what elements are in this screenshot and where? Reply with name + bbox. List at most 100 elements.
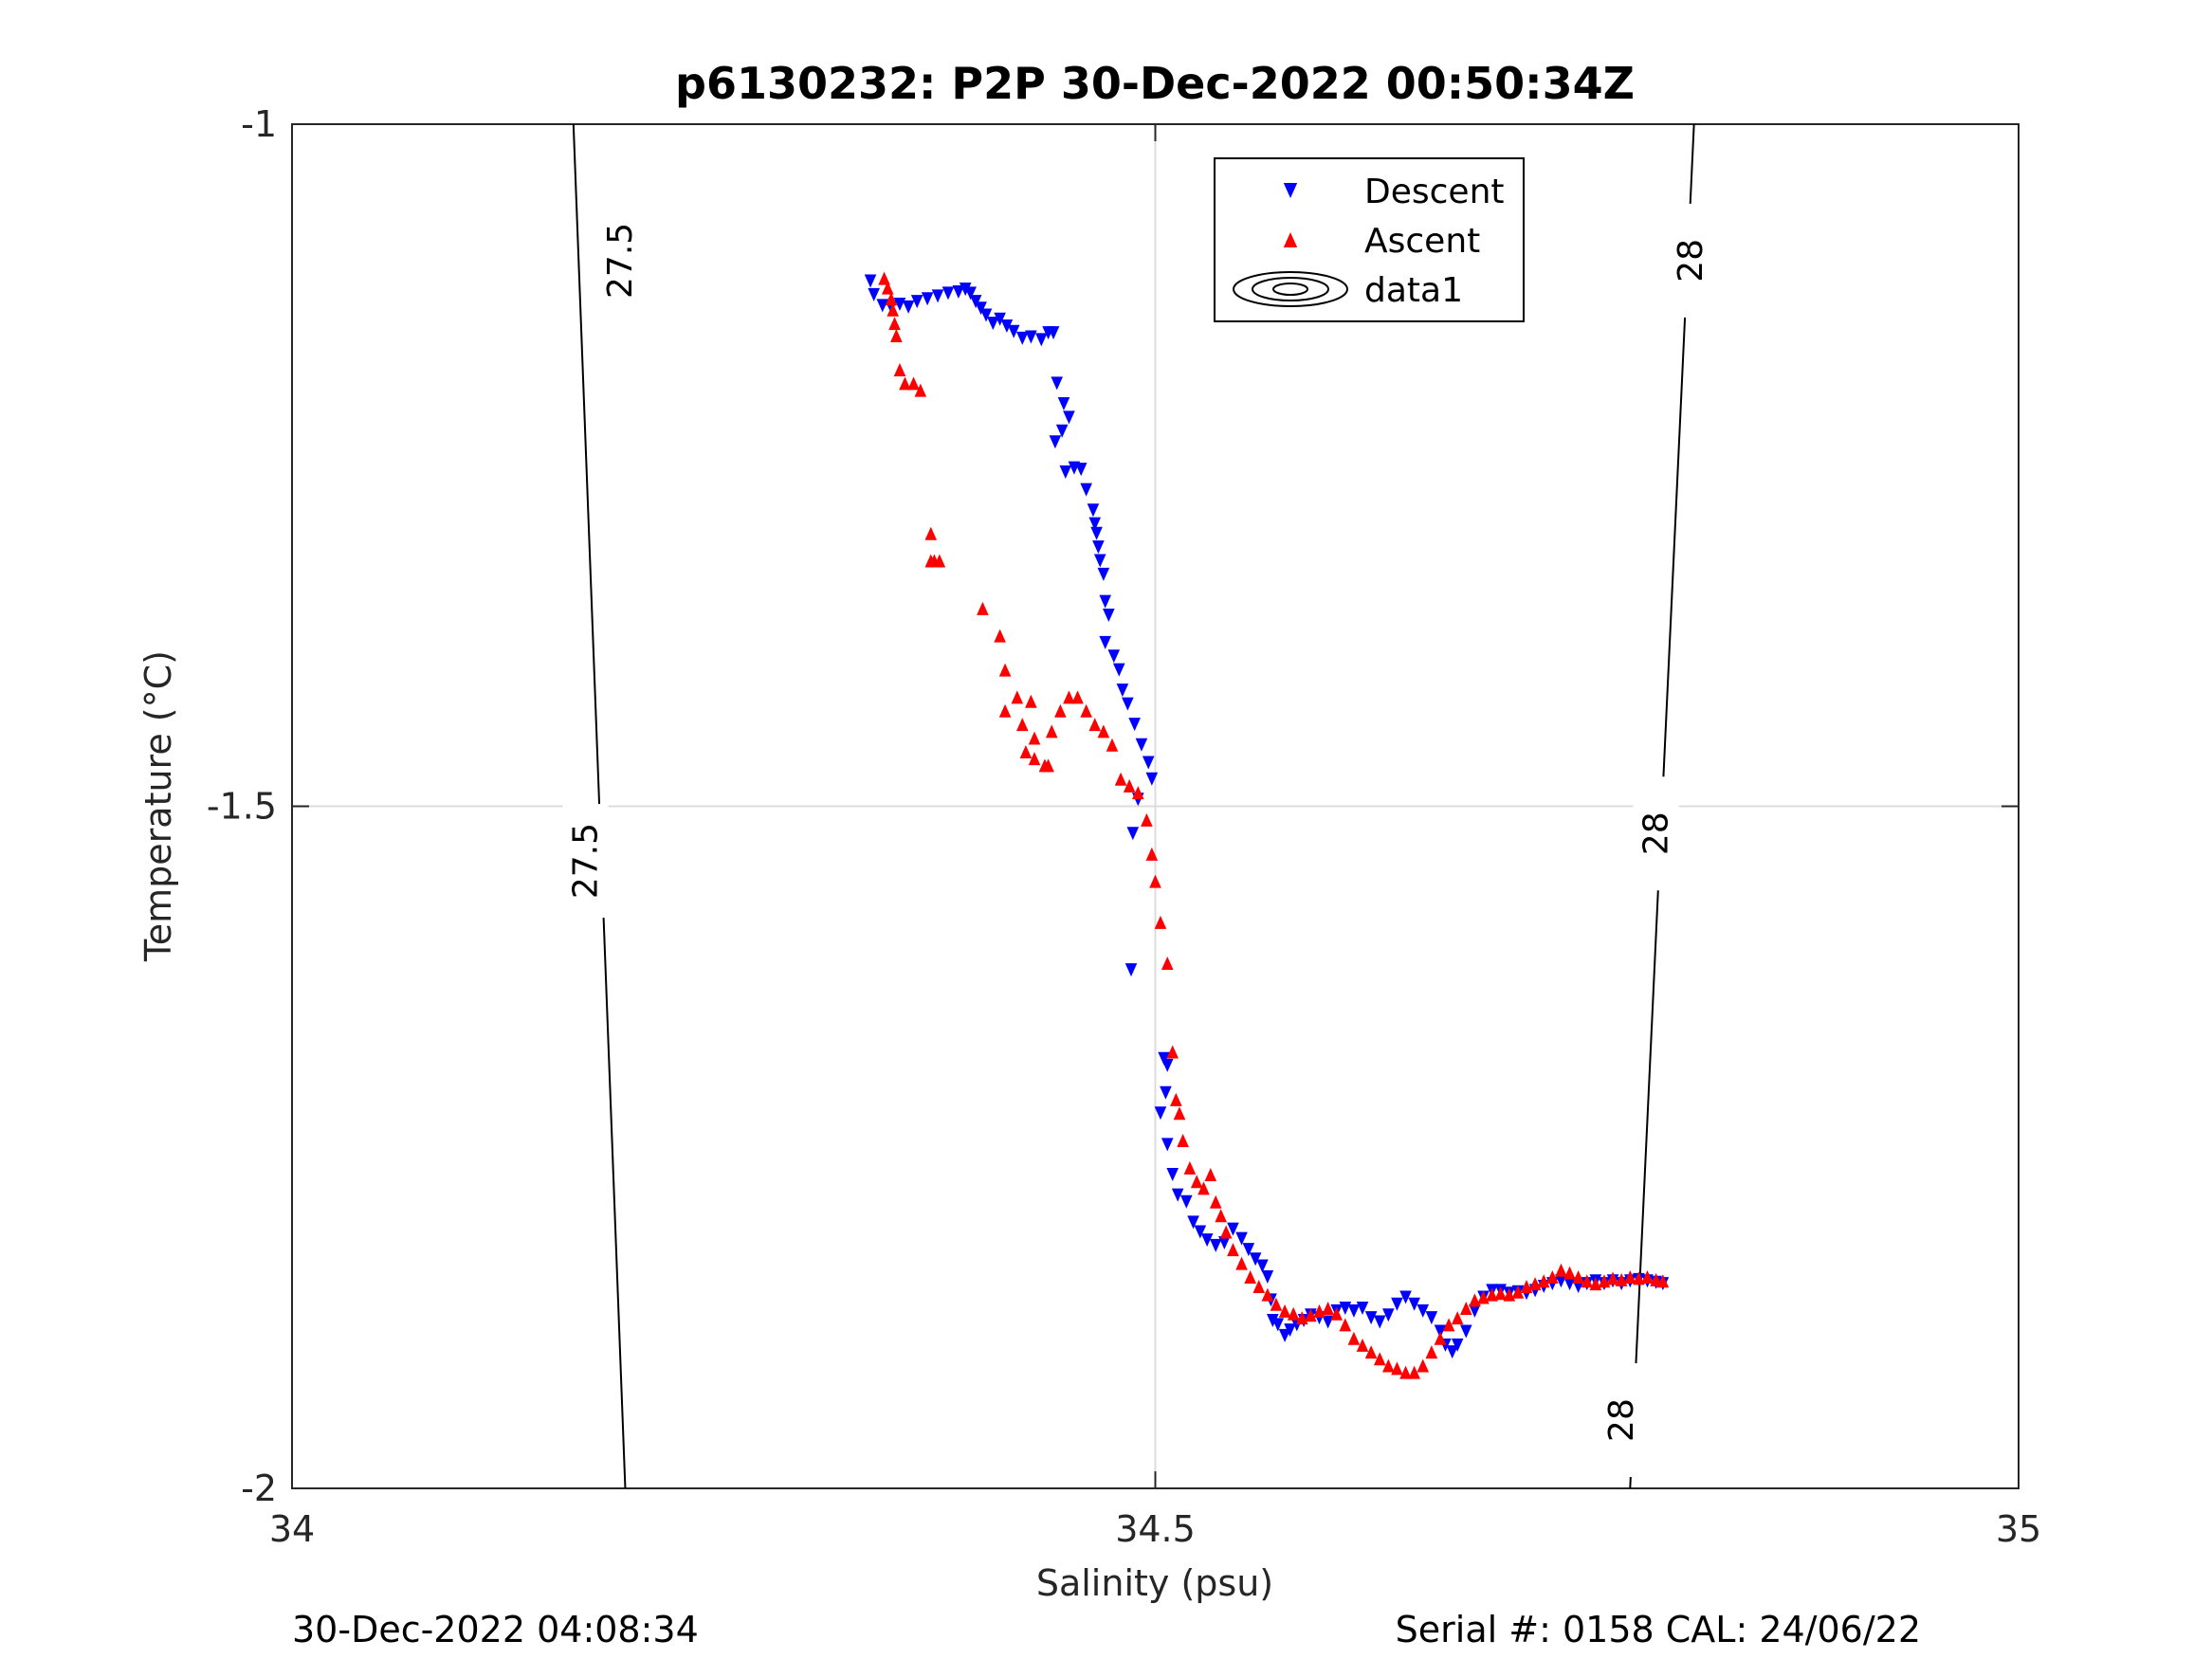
descent-point [1099,594,1111,609]
descent-point [1347,1304,1361,1318]
ascent-point [924,526,938,540]
ascent-point [1215,1209,1227,1223]
legend-ascent-marker [1283,232,1298,247]
descent-point [868,287,880,301]
ascent-point [1071,690,1084,704]
descent-point [1235,1231,1248,1246]
descent-point [1015,331,1029,345]
y-tick-label: -1.5 [207,786,277,828]
ascent-point [1391,1361,1403,1376]
descent-point [1103,609,1115,623]
ascent-point [1459,1302,1472,1316]
ascent-point [998,663,1012,677]
descent-point [1051,376,1064,391]
descent-point [1408,1297,1420,1311]
descent-point [1059,465,1072,479]
ascent-point [1011,690,1024,704]
ascent-point [1183,1160,1197,1175]
descent-point [1145,772,1159,786]
isopycnal-label-background [1599,1363,1645,1478]
ascent-point [1244,1269,1256,1284]
ascent-point [1486,1287,1498,1302]
descent-point [987,317,999,331]
descent-point [1128,718,1141,732]
descent-point [1000,319,1014,333]
descent-point [1116,684,1129,698]
ascent-point [885,292,898,306]
descent-point [1135,738,1148,752]
footer-right-serial-cal: Serial #: 0158 CAL: 24/06/22 [1396,1609,1921,1650]
descent-point [1158,1051,1170,1066]
ascent-point [1028,752,1041,766]
ascent-point [1270,1297,1283,1311]
descent-point [1218,1235,1231,1249]
legend-contour-marker [1272,283,1308,296]
descent-point [921,292,934,306]
descent-point [1035,333,1048,347]
descent-point [1099,635,1111,649]
x-tick-label: 35 [1996,1508,2041,1550]
ascent-point [899,376,911,391]
ascent-point [1606,1271,1619,1285]
isopycnal-label-background [1633,776,1679,891]
isopycnal-label-background [596,203,643,318]
ascent-point [1442,1318,1455,1332]
ascent-point [1382,1358,1395,1373]
ascent-point [1114,772,1127,786]
descent-point [1459,1324,1472,1339]
descent-point [959,283,972,297]
ascent-point [998,703,1012,718]
ascent-point [890,329,903,343]
ascent-point [878,271,890,285]
ascent-point [1088,718,1102,732]
ascent-point [1287,1306,1300,1321]
descent-point [1088,517,1102,531]
descent-point [1122,697,1134,711]
descent-point [1112,663,1125,677]
ascent-point [1235,1256,1248,1270]
ascent-point [977,601,989,615]
legend: Descent Ascent data1 [1214,157,1525,322]
descent-point [1256,1259,1269,1273]
ascent-point [1170,1092,1182,1106]
descent-point [1160,1085,1172,1100]
ascent-point [1063,690,1075,704]
descent-point [876,299,889,313]
x-axis-label: Salinity (psu) [1036,1562,1273,1604]
ascent-point [1204,1168,1217,1182]
legend-contour-marker [1252,277,1329,301]
ascent-point [893,363,906,377]
ascent-point [1106,738,1119,752]
ascent-point [1042,758,1054,773]
descent-point [952,284,965,299]
ascent-point [1322,1302,1334,1316]
ascent-point [1097,724,1110,738]
ascent-point [1330,1306,1344,1321]
descent-point [1087,503,1100,518]
ascent-point [1252,1280,1266,1294]
ascent-point [1166,1045,1179,1059]
descent-point [1092,540,1105,555]
ascent-point [1339,1318,1352,1332]
ascent-point [1563,1266,1576,1280]
legend-entries: Descent Ascent data1 [1233,173,1505,310]
legend-descent-marker [1283,183,1298,198]
descent-point [1161,1058,1174,1072]
descent-point [1261,1269,1274,1284]
ascent-point [1161,956,1174,970]
descent-point [910,295,923,309]
descent-point [1267,1314,1279,1328]
ascent-point [1219,1225,1233,1239]
ascent-point [1015,718,1029,732]
descent-point [1142,756,1155,770]
ascent-point [1045,724,1058,738]
descent-point [1271,1318,1285,1332]
ascent-point [1364,1345,1378,1359]
descent-point [1446,1345,1459,1359]
ascent-point [1650,1272,1662,1286]
descent-point [1057,396,1070,410]
descent-point [1417,1304,1430,1318]
ascent-point [1227,1243,1239,1257]
ascent-point [1197,1181,1210,1195]
